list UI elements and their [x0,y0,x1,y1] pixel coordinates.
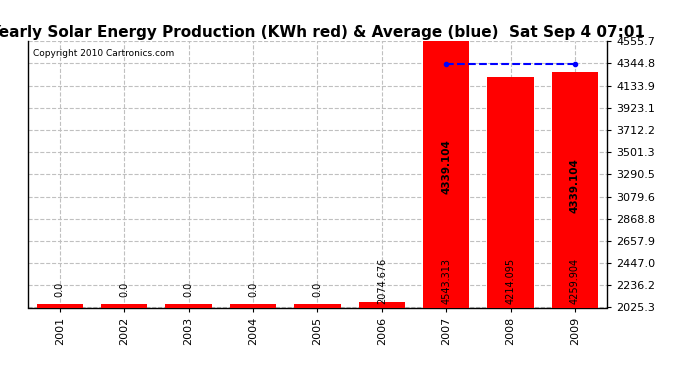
Text: 4259.904: 4259.904 [570,258,580,305]
Bar [359,302,405,375]
Text: 0.0: 0.0 [248,282,258,297]
Bar [230,304,276,375]
Bar [552,72,598,375]
Bar [101,304,148,375]
Bar [37,304,83,375]
Text: 0.0: 0.0 [313,282,322,297]
Bar [166,304,212,375]
Title: Yearly Solar Energy Production (KWh red) & Average (blue)  Sat Sep 4 07:01: Yearly Solar Energy Production (KWh red)… [0,25,645,40]
Text: 2074.676: 2074.676 [377,258,387,305]
Text: 4339.104: 4339.104 [570,158,580,213]
Text: 4339.104: 4339.104 [441,139,451,194]
Bar [487,77,534,375]
Bar [294,304,341,375]
Text: 0.0: 0.0 [119,282,129,297]
Text: 0.0: 0.0 [184,282,194,297]
Text: 0.0: 0.0 [55,282,65,297]
Bar [423,37,469,375]
Text: Copyright 2010 Cartronics.com: Copyright 2010 Cartronics.com [33,49,175,58]
Text: 4543.313: 4543.313 [441,258,451,305]
Text: 4214.095: 4214.095 [506,258,515,305]
